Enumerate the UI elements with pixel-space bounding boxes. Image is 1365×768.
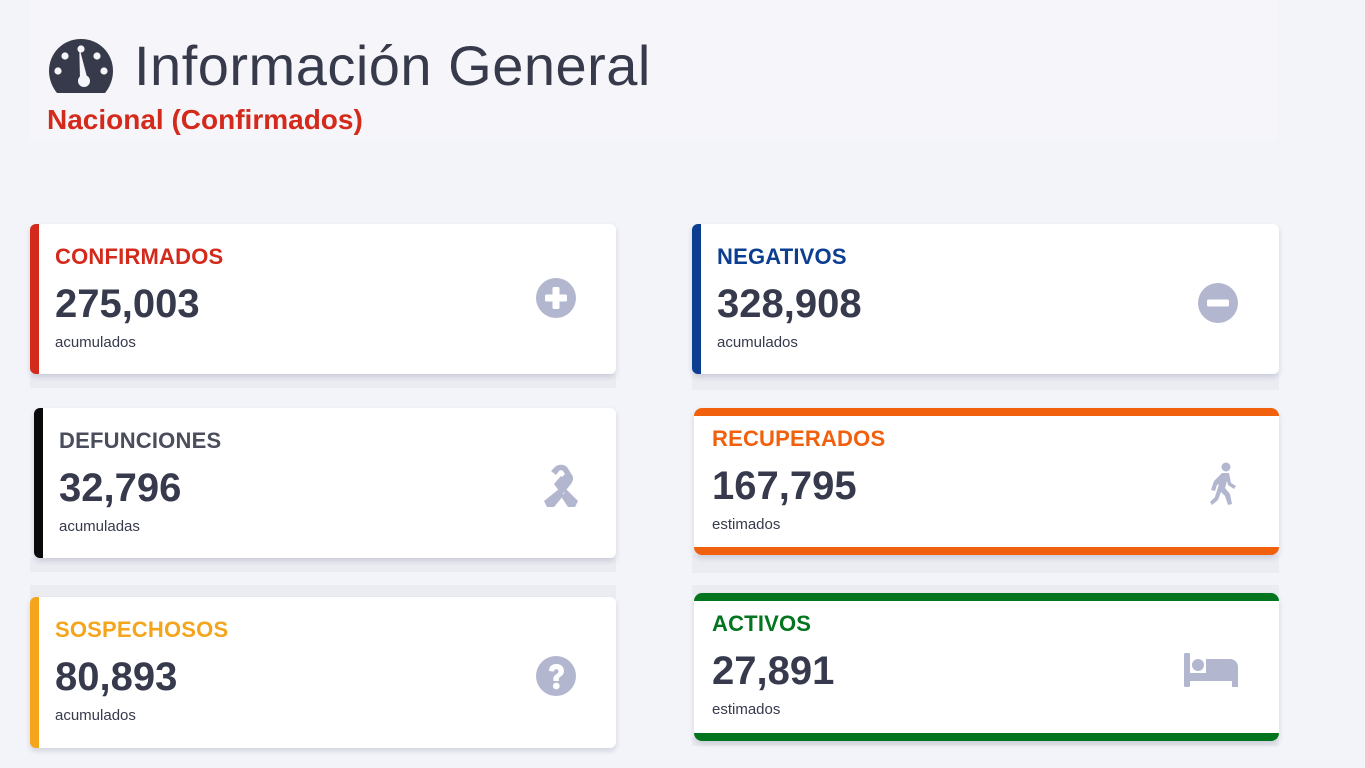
card-band — [692, 585, 1279, 595]
page-subtitle: Nacional (Confirmados) — [47, 104, 363, 135]
card-label: DEFUNCIONES — [59, 428, 222, 453]
page-title: Información General — [134, 34, 651, 97]
question-circle-icon — [536, 656, 576, 696]
card-label: NEGATIVOS — [717, 244, 847, 269]
minus-circle-icon — [1198, 283, 1238, 323]
card-band — [692, 555, 1279, 573]
card-sospechosos: SOSPECHOSOS 80,893 acumulados — [30, 597, 616, 748]
plus-circle-icon — [536, 278, 576, 318]
tachometer-icon — [49, 39, 113, 93]
walking-icon — [1210, 462, 1236, 505]
card-negativos: NEGATIVOS 328,908 acumulados — [692, 224, 1279, 374]
page-header: Información General Nacional (Confirmado… — [30, 0, 1278, 140]
card-note: acumulados — [55, 707, 136, 724]
card-note: estimados — [712, 701, 781, 718]
bed-icon — [1184, 653, 1238, 687]
card-label: ACTIVOS — [712, 611, 812, 636]
card-note: acumulados — [55, 334, 136, 351]
card-value: 27,891 — [712, 649, 835, 693]
card-band — [30, 585, 616, 599]
header-title-row: Información General — [48, 34, 651, 98]
card-value: 275,003 — [55, 282, 200, 326]
card-value: 32,796 — [59, 466, 182, 510]
card-confirmados: CONFIRMADOS 275,003 acumulados — [30, 224, 616, 374]
card-label: SOSPECHOSOS — [55, 617, 229, 642]
card-value: 328,908 — [717, 282, 862, 326]
card-label: CONFIRMADOS — [55, 244, 224, 269]
card-activos: ACTIVOS 27,891 estimados — [694, 593, 1279, 741]
card-band — [30, 558, 616, 572]
card-band — [30, 374, 616, 388]
card-note: acumulados — [717, 334, 798, 351]
card-band — [692, 374, 1279, 390]
card-note: estimados — [712, 516, 781, 533]
card-value: 80,893 — [55, 655, 178, 699]
card-value: 167,795 — [712, 464, 857, 508]
card-label: RECUPERADOS — [712, 426, 886, 451]
card-band — [692, 738, 1279, 746]
card-recuperados: RECUPERADOS 167,795 estimados — [694, 408, 1279, 555]
ribbon-icon — [544, 464, 578, 507]
card-defunciones: DEFUNCIONES 32,796 acumuladas — [34, 408, 616, 558]
card-note: acumuladas — [59, 518, 140, 535]
